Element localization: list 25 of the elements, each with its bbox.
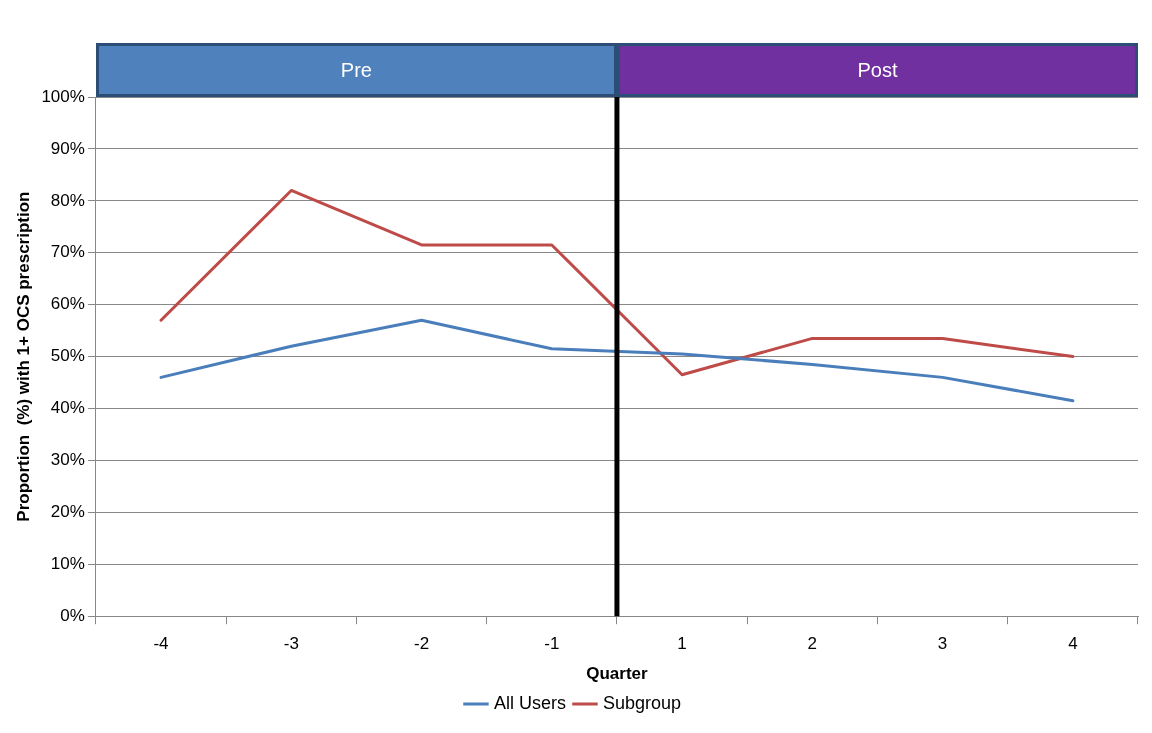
y-tick-label: 60%: [50, 294, 85, 314]
y-tick-label: 10%: [50, 553, 85, 573]
y-tick-label: 70%: [50, 242, 85, 262]
y-tick-label: 0%: [60, 605, 85, 625]
x-tick-label: -2: [413, 634, 430, 654]
x-tick-label: -3: [283, 634, 299, 654]
legend-label: Subgroup: [602, 692, 682, 713]
header-box: Post: [616, 43, 1138, 97]
y-tick-label: 30%: [50, 450, 85, 470]
y-tick-label: 40%: [50, 398, 85, 418]
y-tick-label: 20%: [50, 502, 85, 522]
x-axis-title: Quarter: [586, 664, 649, 684]
y-tick-label: 100%: [41, 86, 85, 106]
x-tick-label: 4: [1068, 634, 1078, 654]
x-tick-label: -4: [153, 634, 169, 654]
x-tick-label: 3: [937, 634, 948, 654]
x-tick-label: 2: [807, 634, 818, 654]
y-tick-label: 90%: [50, 138, 85, 158]
y-axis-title: Proportion (%) with 1+ OCS prescription: [13, 191, 33, 522]
x-tick-label: 1: [677, 634, 687, 654]
header-box: Pre: [95, 43, 617, 97]
legend-label: All Users: [493, 692, 566, 713]
x-tick-label: -1: [544, 634, 560, 654]
y-tick-label: 50%: [50, 346, 85, 366]
y-tick-label: 80%: [50, 190, 85, 210]
